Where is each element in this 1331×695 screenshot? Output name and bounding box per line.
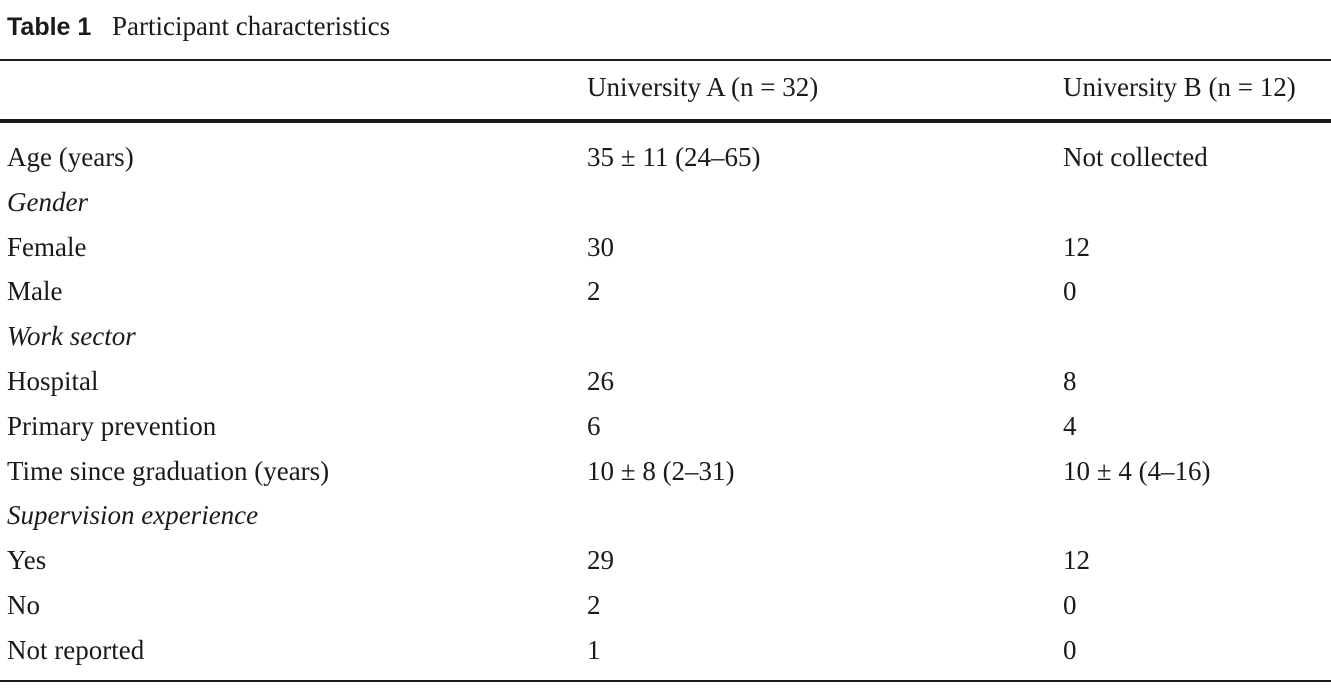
- row-label: Female: [7, 231, 87, 262]
- section-label: Supervision experience: [7, 500, 259, 531]
- top-rule: [0, 59, 1331, 61]
- row-label: Not reported: [7, 634, 145, 665]
- column-header: University A (n = 32): [587, 72, 819, 102]
- cell: 10 ± 8 (2–31): [587, 455, 735, 486]
- cell: 29: [587, 545, 614, 576]
- section-label: Gender: [7, 186, 88, 217]
- cell: 10 ± 4 (4–16): [1063, 455, 1211, 486]
- cell: 0: [1063, 276, 1077, 307]
- row-label: Age (years): [7, 142, 134, 172]
- column-header: University B (n = 12): [1063, 72, 1296, 102]
- cell: 1: [587, 634, 601, 665]
- cell: 0: [1063, 634, 1077, 665]
- cell: 26: [587, 366, 614, 396]
- cell: 4: [1063, 410, 1077, 441]
- header-rule: [0, 119, 1331, 123]
- cell: 30: [587, 231, 614, 262]
- cell: 0: [1063, 590, 1077, 620]
- table-label: Table 1: [7, 13, 92, 41]
- cell: 6: [587, 410, 601, 441]
- row-label: Yes: [7, 545, 47, 576]
- bottom-rule: [0, 680, 1331, 682]
- section-label: Work sector: [7, 321, 136, 352]
- cell: 2: [587, 590, 601, 620]
- row-label: No: [7, 590, 40, 620]
- row-label: Male: [7, 276, 63, 307]
- row-label: Primary prevention: [7, 410, 217, 441]
- cell: Not collected: [1063, 142, 1208, 172]
- cell: 8: [1063, 366, 1077, 396]
- cell: 2: [587, 276, 601, 307]
- cell: 12: [1063, 231, 1090, 262]
- cell: 12: [1063, 545, 1090, 576]
- table-caption: Participant characteristics: [112, 11, 391, 41]
- row-label: Time since graduation (years): [7, 455, 330, 486]
- row-label: Hospital: [7, 366, 99, 396]
- cell: 35 ± 11 (24–65): [587, 142, 761, 172]
